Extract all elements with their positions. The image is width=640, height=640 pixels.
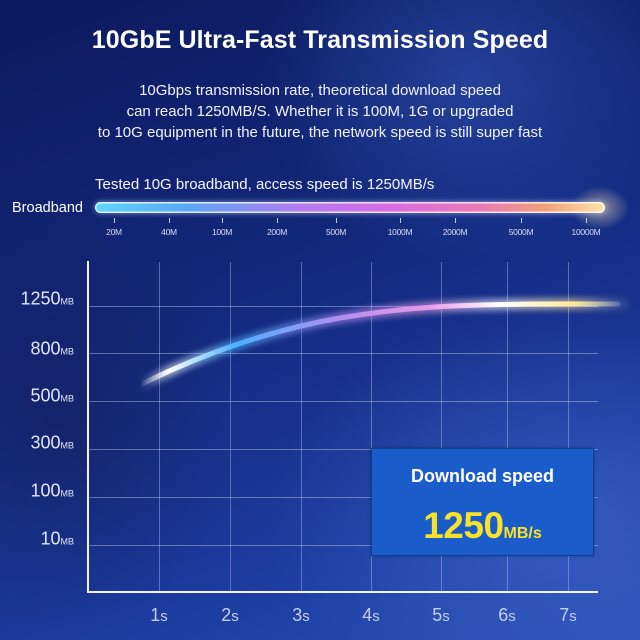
y-label-value: 10 bbox=[40, 528, 61, 549]
bar-tick bbox=[521, 218, 522, 223]
bar-tick-label: 5000M bbox=[508, 227, 534, 237]
gridline-v bbox=[507, 262, 508, 591]
bar-tick bbox=[114, 218, 115, 223]
x-label-value: 5 bbox=[432, 605, 443, 625]
y-axis-label: 800MB bbox=[0, 338, 74, 359]
gridline-v bbox=[301, 262, 302, 591]
y-label-unit: MB bbox=[60, 536, 75, 547]
bar-tick bbox=[455, 218, 456, 223]
bar-tick-label: 10000M bbox=[571, 227, 601, 237]
broadband-bar bbox=[95, 202, 605, 213]
gridline-v bbox=[568, 262, 569, 591]
x-label-value: 1 bbox=[150, 605, 161, 625]
x-label-unit: s bbox=[231, 608, 239, 625]
x-axis bbox=[87, 591, 598, 593]
broadband-label: Broadband bbox=[12, 200, 83, 216]
y-label-unit: MB bbox=[60, 296, 75, 307]
gridline-h bbox=[89, 545, 598, 546]
bar-tick bbox=[400, 218, 401, 223]
gridline-v bbox=[441, 262, 442, 591]
y-axis-label: 10MB bbox=[0, 528, 74, 549]
x-label-value: 2 bbox=[221, 605, 232, 625]
gridline-v bbox=[371, 262, 372, 591]
y-label-value: 500 bbox=[30, 385, 61, 406]
description: 10Gbps transmission rate, theoretical do… bbox=[0, 80, 640, 143]
y-axis-label: 500MB bbox=[0, 385, 74, 406]
x-label-value: 7 bbox=[559, 605, 570, 625]
description-line: 10Gbps transmission rate, theoretical do… bbox=[139, 82, 501, 99]
bar-tick bbox=[336, 218, 337, 223]
x-label-unit: s bbox=[372, 608, 380, 625]
gridline-v bbox=[159, 262, 160, 591]
y-axis-label: 100MB bbox=[0, 480, 74, 501]
x-axis-label: 7s bbox=[559, 605, 577, 626]
x-label-value: 4 bbox=[362, 605, 373, 625]
bar-tick-label: 200M bbox=[266, 227, 288, 237]
y-axis-label: 1250MB bbox=[0, 288, 74, 309]
page-title: 10GbE Ultra-Fast Transmission Speed bbox=[91, 26, 549, 54]
download-speed-callout: Download speed 1250MB/s bbox=[371, 448, 594, 556]
bar-tick bbox=[586, 218, 587, 223]
callout-value: 1250MB/s bbox=[372, 505, 593, 547]
y-label-unit: MB bbox=[60, 393, 75, 404]
bar-tick bbox=[277, 218, 278, 223]
y-label-value: 300 bbox=[30, 432, 61, 453]
x-axis-label: 4s bbox=[362, 605, 380, 626]
description-line: can reach 1250MB/S. Whether it is 100M, … bbox=[126, 103, 514, 120]
x-axis-label: 5s bbox=[432, 605, 450, 626]
x-label-value: 6 bbox=[498, 605, 509, 625]
bar-tick bbox=[169, 218, 170, 223]
bar-tick-label: 1000M bbox=[387, 227, 413, 237]
bar-tick-label: 40M bbox=[161, 227, 177, 237]
y-label-unit: MB bbox=[60, 440, 75, 451]
bar-tick-label: 100M bbox=[211, 227, 233, 237]
x-label-unit: s bbox=[569, 608, 577, 625]
y-axis bbox=[87, 261, 89, 593]
callout-unit: MB/s bbox=[503, 525, 542, 542]
bar-tick-label: 2000M bbox=[442, 227, 468, 237]
x-label-unit: s bbox=[160, 608, 168, 625]
x-axis-label: 6s bbox=[498, 605, 516, 626]
y-label-value: 100 bbox=[30, 480, 61, 501]
gridline-v bbox=[230, 262, 231, 591]
y-label-unit: MB bbox=[60, 488, 75, 499]
gridline-h bbox=[89, 401, 598, 402]
bar-tick-label: 20M bbox=[106, 227, 122, 237]
x-axis-label: 1s bbox=[150, 605, 168, 626]
x-label-unit: s bbox=[442, 608, 450, 625]
broadband-caption: Tested 10G broadband, access speed is 12… bbox=[95, 176, 435, 193]
x-axis-label: 2s bbox=[221, 605, 239, 626]
description-line: to 10G equipment in the future, the netw… bbox=[97, 124, 543, 141]
callout-title: Download speed bbox=[410, 466, 554, 486]
y-label-unit: MB bbox=[60, 346, 75, 357]
gridline-h bbox=[89, 449, 598, 450]
x-axis-label: 3s bbox=[292, 605, 310, 626]
y-axis-label: 300MB bbox=[0, 432, 74, 453]
gridline-h bbox=[89, 306, 598, 307]
bar-tick bbox=[222, 218, 223, 223]
y-label-value: 800 bbox=[30, 338, 61, 359]
callout-number: 1250 bbox=[423, 505, 504, 546]
gridline-h bbox=[89, 353, 598, 354]
x-label-value: 3 bbox=[292, 605, 303, 625]
x-label-unit: s bbox=[508, 608, 516, 625]
bar-tick-label: 500M bbox=[325, 227, 347, 237]
gridline-h bbox=[89, 497, 598, 498]
y-label-value: 1250 bbox=[20, 288, 61, 309]
x-label-unit: s bbox=[302, 608, 310, 625]
